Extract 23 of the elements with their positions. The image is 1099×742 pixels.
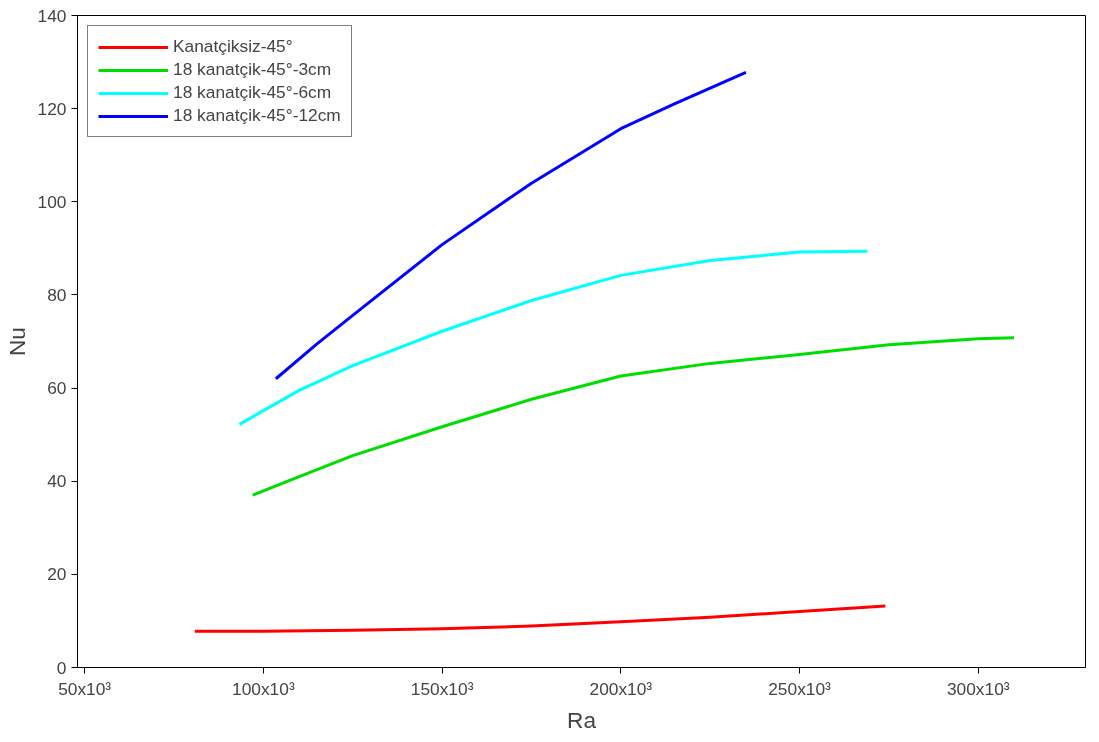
y-axis-title: Nu [3,327,30,356]
y-tick-label: 0 [56,657,67,678]
line-series [251,336,1016,497]
legend-label: Kanatçiksiz-45° [173,36,293,57]
line-series [193,604,887,633]
legend-label: 18 kanatçik-45°-3cm [173,59,332,80]
x-tick-label: 300x10³ [946,678,1010,699]
legend-label: 18 kanatçik-45°-6cm [173,82,332,103]
y-tick-label: 80 [47,284,67,305]
y-tick-label: 120 [37,98,67,119]
y-tick-label: 140 [37,5,67,26]
x-tick-label: 250x10³ [768,678,832,699]
x-tick-label: 200x10³ [589,678,653,699]
y-tick-label: 40 [47,471,67,492]
x-tick-label: 100x10³ [232,678,295,699]
legend-label: 18 kanatçik-45°-12cm [173,105,341,126]
y-tick-label: 20 [47,564,67,585]
x-tick-label: 50x10³ [58,678,112,699]
y-tick-label: 60 [47,378,67,399]
line-series [237,249,869,426]
x-axis-title: Ra [567,706,597,733]
x-tick-label: 150x10³ [410,678,474,699]
y-tick-label: 100 [37,191,67,212]
